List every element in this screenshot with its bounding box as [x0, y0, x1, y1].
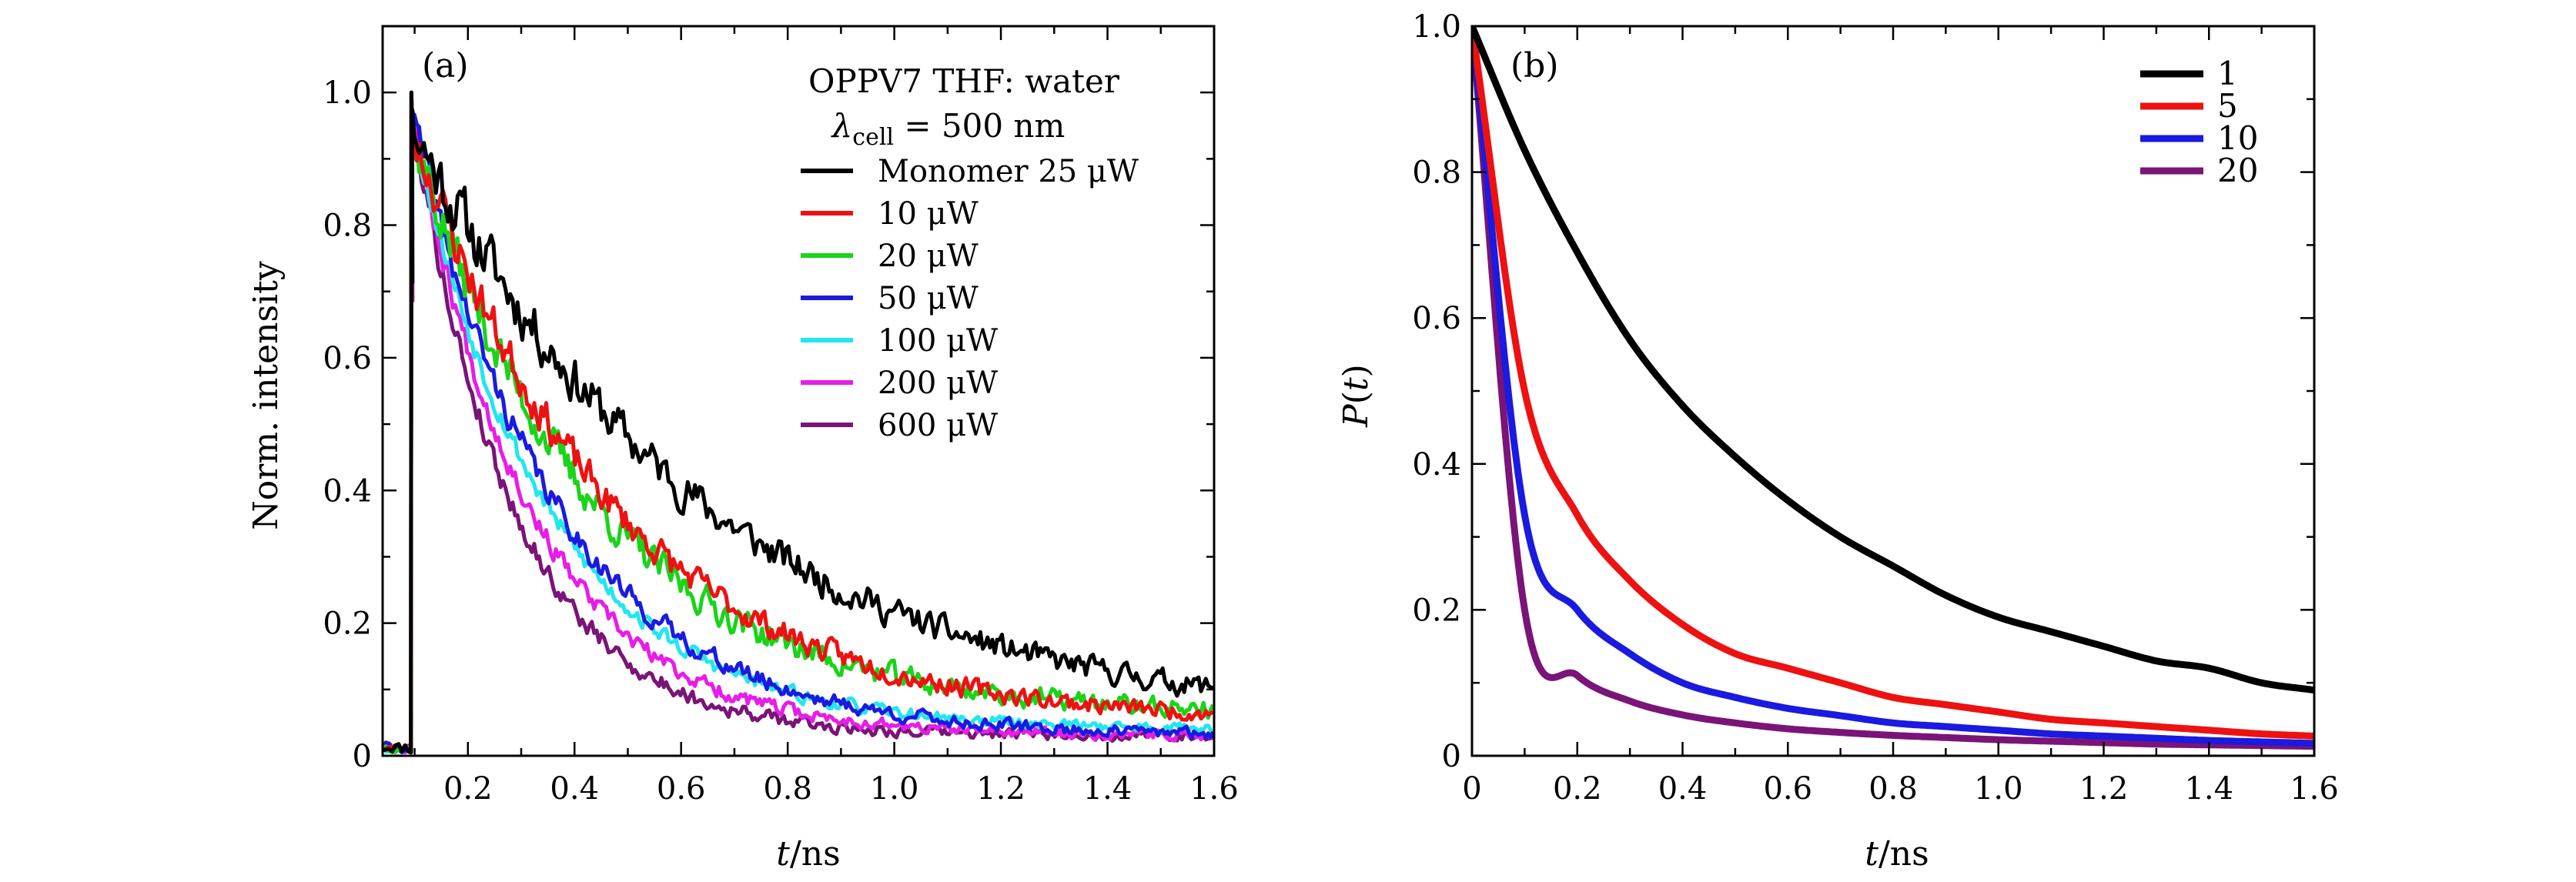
legend-label-100-w: 100 μW [878, 323, 998, 359]
y-tick-label: 1.0 [1412, 9, 1461, 45]
x-axis-title-t: t [1865, 834, 1878, 874]
x-axis-title-unit: /ns [790, 834, 841, 874]
legend-label-20: 20 [2217, 152, 2258, 189]
legend-label-10-w: 10 μW [878, 196, 979, 232]
x-tick-label: 1.0 [1974, 771, 2023, 807]
series-line-5 [1472, 26, 2314, 740]
y-axis-title-open: ( [1337, 391, 1376, 404]
y-axis-title-t: t [1337, 377, 1376, 391]
panel-a-series-group [383, 90, 1214, 755]
panel-b-chart: 0 0.2 0.4 0.6 0.8 1.0 1.2 1.4 1.6 0 0.2 0.4 0.6 0.8 1.… [1337, 9, 2339, 874]
x-tick-label: 0.2 [443, 771, 493, 807]
x-tick-label: 1.6 [1189, 771, 1239, 807]
wavelength-subscript: cell [852, 124, 894, 151]
panel-a-chart: 0.2 0.4 0.6 0.8 1.0 1.2 1.4 1.6 0 0.2 0.4 0.6 0.8 1.0… [246, 25, 1239, 874]
panel-b-series-group [1472, 26, 2314, 750]
y-tick-label: 0 [1442, 739, 1461, 774]
panel-a-axis-ticks: 0.2 0.4 0.6 0.8 1.0 1.2 1.4 1.6 0 0.2 0.4 0.6 0.8 1.0 [323, 25, 1239, 807]
x-tick-label: 0 [1462, 771, 1481, 807]
y-axis-title-close: ) [1337, 364, 1376, 377]
panel-a-x-axis-title: t/ns [776, 834, 840, 874]
y-tick-label: 0.4 [1412, 447, 1461, 483]
y-tick-label: 0.8 [1412, 155, 1461, 191]
panel-b-y-axis-title: P(t) [1337, 364, 1376, 428]
x-tick-label: 0.4 [550, 771, 599, 807]
legend-label-monomer-25-w: Monomer 25 μW [878, 154, 1139, 189]
y-tick-label: 0.4 [323, 473, 372, 509]
y-tick-label: 0.2 [323, 606, 372, 642]
x-tick-label: 0.8 [763, 771, 812, 807]
wavelength-symbol: λ [831, 107, 853, 145]
legend-label-1: 1 [2217, 55, 2238, 92]
x-tick-label: 0.6 [657, 771, 706, 807]
y-tick-label: 1.0 [323, 75, 372, 111]
x-tick-label: 1.4 [1083, 771, 1132, 807]
x-tick-label: 0.8 [1868, 771, 1918, 807]
y-tick-label: 0 [353, 739, 372, 774]
x-tick-label: 0.4 [1658, 771, 1708, 807]
x-tick-label: 1.0 [870, 771, 919, 807]
legend-label-200-w: 200 μW [878, 366, 998, 401]
panel-a-header-title: OPPV7 THF: water [808, 62, 1120, 100]
x-tick-label: 1.4 [2184, 771, 2233, 807]
wavelength-value: = 500 nm [894, 107, 1065, 145]
x-tick-label: 0.2 [1553, 771, 1602, 807]
x-tick-label: 1.6 [2290, 771, 2339, 807]
x-tick-label: 1.2 [976, 771, 1025, 807]
panel-a-legend: Monomer 25 μW 10 μW 20 μW 50 μW 100 μW 200 μW… [801, 154, 1139, 443]
y-tick-label: 0.8 [323, 209, 372, 244]
panel-b-axis-ticks: 0 0.2 0.4 0.6 0.8 1.0 1.2 1.4 1.6 0 0.2 0.4 0.6 0.8 1.… [1412, 9, 2338, 807]
panel-a-header-wavelength: λcell = 500 nm [831, 107, 1066, 151]
x-axis-title-unit: /ns [1878, 834, 1929, 874]
x-axis-title-t: t [776, 834, 790, 874]
series-line-100-w [383, 90, 1214, 755]
y-axis-title-P: P [1337, 403, 1376, 428]
legend-label-20-w: 20 μW [878, 239, 979, 274]
series-line-10 [1472, 26, 2314, 747]
legend-label-600-w: 600 μW [878, 408, 998, 443]
series-line-50-w [383, 90, 1214, 755]
y-tick-label: 0.6 [323, 341, 372, 376]
panel-b-x-axis-title: t/ns [1865, 834, 1929, 874]
series-line-200-w [383, 90, 1214, 755]
series-line-20-w [383, 90, 1214, 755]
panel-a-frame [381, 25, 1216, 757]
legend-label-10: 10 [2217, 119, 2258, 157]
series-line-monomer-25-w [383, 90, 1214, 755]
panel-a-y-axis-title: Norm. intensity [246, 261, 286, 530]
legend-label-5: 5 [2217, 87, 2238, 125]
series-line-1 [1472, 26, 2314, 694]
y-tick-label: 0.2 [1412, 593, 1461, 628]
x-tick-label: 1.2 [2079, 771, 2129, 807]
series-line-20 [1472, 26, 2314, 750]
series-line-10-w [383, 90, 1214, 755]
panel-b-label: (b) [1510, 46, 1559, 85]
panel-a-label: (a) [422, 46, 469, 85]
legend-label-50-w: 50 μW [878, 281, 979, 316]
x-tick-label: 0.6 [1763, 771, 1812, 807]
y-tick-label: 0.6 [1412, 301, 1461, 336]
